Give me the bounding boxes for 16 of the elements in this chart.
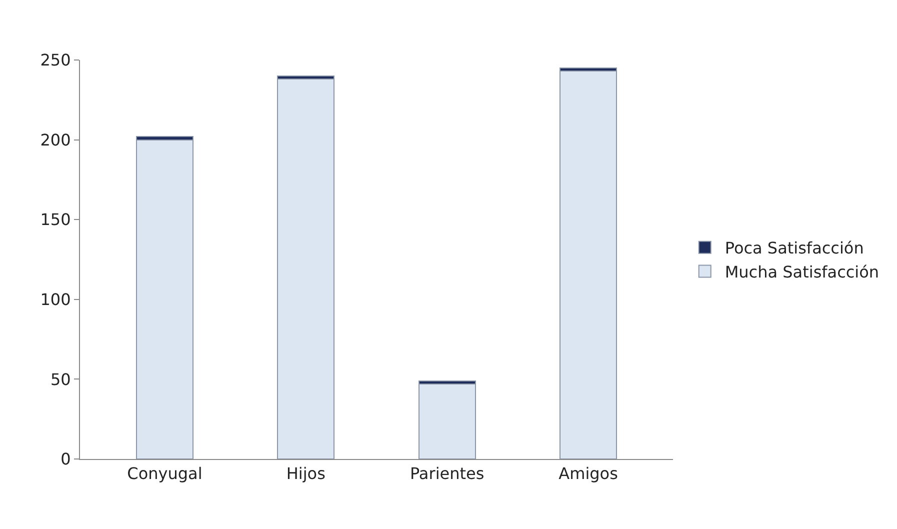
x-tick-label: Hijos	[286, 464, 326, 484]
y-tick-label: 0	[60, 450, 71, 469]
y-tick-label: 50	[50, 370, 71, 389]
y-tick-label: 200	[40, 130, 71, 150]
y-tick-label: 150	[40, 210, 71, 230]
x-tick-label: Conyugal	[127, 464, 202, 484]
bar	[277, 78, 335, 459]
x-tick-label: Amigos	[558, 464, 618, 484]
bar	[560, 70, 618, 459]
legend-label: Poca Satisfacción	[724, 238, 864, 258]
bar	[136, 139, 194, 459]
x-tick-label: Parientes	[410, 464, 484, 484]
bar	[418, 383, 476, 459]
y-tick-label: 100	[40, 290, 71, 309]
y-tick-label: 250	[40, 50, 71, 70]
legend-label: Mucha Satisfacción	[724, 262, 880, 282]
